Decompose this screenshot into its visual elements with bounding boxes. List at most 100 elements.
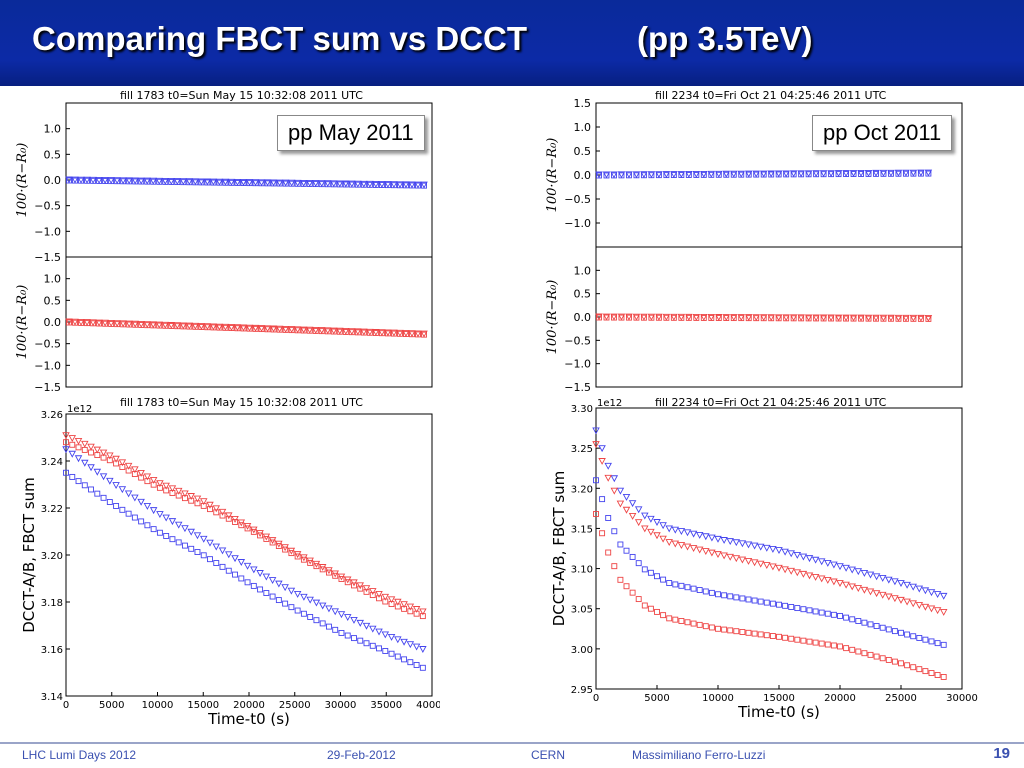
data-point bbox=[745, 171, 752, 178]
data-point bbox=[366, 328, 374, 336]
data-point bbox=[702, 588, 709, 595]
data-point bbox=[820, 315, 827, 322]
data-point bbox=[860, 586, 869, 594]
data-point bbox=[776, 601, 782, 608]
data-point bbox=[781, 548, 789, 556]
y-tick-label: 0.0 bbox=[574, 169, 592, 182]
data-point bbox=[603, 172, 610, 179]
data-point bbox=[238, 522, 245, 529]
data-point bbox=[647, 569, 654, 576]
data-point bbox=[662, 313, 671, 321]
data-point bbox=[287, 179, 296, 187]
y-tick-label: 1.0 bbox=[574, 121, 592, 134]
data-point bbox=[817, 575, 826, 583]
data-point bbox=[917, 169, 925, 177]
data-point bbox=[200, 502, 207, 509]
y-tick-label: −0.5 bbox=[34, 338, 61, 351]
data-point bbox=[281, 325, 290, 333]
data-point bbox=[660, 576, 667, 583]
data-point bbox=[138, 322, 145, 328]
data-point bbox=[798, 171, 805, 178]
data-point bbox=[593, 477, 599, 484]
data-point bbox=[666, 615, 673, 622]
data-point bbox=[915, 585, 924, 593]
data-point bbox=[138, 178, 145, 185]
data-point bbox=[77, 176, 85, 184]
y-axis-label: 100·(R−R₀) bbox=[15, 285, 30, 360]
data-point bbox=[306, 596, 314, 604]
data-point bbox=[641, 602, 648, 609]
x-tick-label: 30000 bbox=[325, 700, 357, 711]
data-point bbox=[311, 326, 320, 334]
data-point bbox=[293, 179, 302, 187]
data-point bbox=[843, 171, 849, 178]
data-point bbox=[603, 314, 610, 321]
y-tick-label: 3.20 bbox=[41, 551, 63, 562]
data-point bbox=[819, 314, 828, 322]
data-point bbox=[414, 330, 422, 338]
data-point bbox=[605, 515, 612, 521]
data-point bbox=[269, 179, 278, 187]
data-point bbox=[885, 656, 892, 663]
data-point bbox=[836, 580, 844, 587]
data-point bbox=[757, 631, 764, 638]
data-point bbox=[678, 314, 685, 321]
data-point bbox=[194, 549, 201, 555]
y-tick-label: 3.14 bbox=[41, 692, 63, 703]
data-point bbox=[233, 178, 242, 186]
data-point bbox=[744, 170, 753, 178]
data-point bbox=[895, 170, 902, 177]
footer-author: Massimiliano Ferro-Luzzi bbox=[632, 748, 766, 762]
x-tick-label: 5000 bbox=[99, 700, 124, 711]
data-point bbox=[715, 170, 723, 178]
data-point bbox=[902, 314, 910, 322]
data-point bbox=[131, 471, 138, 478]
data-point bbox=[635, 560, 642, 567]
data-point bbox=[602, 171, 611, 179]
data-point bbox=[641, 566, 648, 573]
data-point bbox=[828, 315, 835, 322]
y-axis-label: 100·(R−R₀) bbox=[545, 138, 560, 213]
data-point bbox=[629, 589, 636, 596]
data-point bbox=[240, 325, 247, 332]
data-point bbox=[144, 522, 151, 529]
data-point bbox=[617, 576, 624, 583]
data-point bbox=[715, 625, 721, 632]
data-point bbox=[891, 628, 898, 635]
data-point bbox=[934, 672, 941, 678]
data-point bbox=[168, 323, 175, 329]
data-point bbox=[622, 493, 631, 501]
data-point bbox=[689, 530, 698, 538]
data-point bbox=[186, 323, 193, 330]
data-point bbox=[336, 181, 343, 188]
may-intensity-chart: fill 1783 t0=Sun May 15 10:32:08 2011 UT… bbox=[20, 396, 440, 728]
data-point bbox=[663, 314, 670, 321]
x-tick-label: 0 bbox=[63, 700, 69, 711]
data-point bbox=[751, 597, 758, 604]
data-point bbox=[692, 170, 701, 178]
data-point bbox=[628, 513, 637, 520]
data-point bbox=[928, 670, 935, 677]
data-point bbox=[118, 486, 127, 494]
data-point bbox=[790, 171, 797, 178]
data-point bbox=[394, 603, 401, 610]
y-tick-label: 3.18 bbox=[41, 598, 63, 609]
data-point bbox=[113, 503, 120, 509]
data-point bbox=[318, 328, 325, 335]
data-point bbox=[727, 593, 734, 600]
data-point bbox=[401, 656, 408, 663]
y-tick-label: −0.5 bbox=[34, 200, 61, 213]
data-point bbox=[168, 179, 175, 185]
data-point bbox=[720, 537, 728, 544]
data-point bbox=[409, 331, 415, 338]
data-point bbox=[344, 579, 351, 586]
data-point bbox=[865, 315, 872, 322]
data-point bbox=[384, 182, 391, 189]
data-point bbox=[72, 319, 78, 326]
data-point bbox=[65, 176, 73, 184]
data-point bbox=[90, 177, 97, 184]
data-point bbox=[640, 313, 648, 321]
data-point bbox=[207, 506, 213, 513]
data-point bbox=[155, 177, 164, 185]
data-point bbox=[793, 569, 802, 577]
